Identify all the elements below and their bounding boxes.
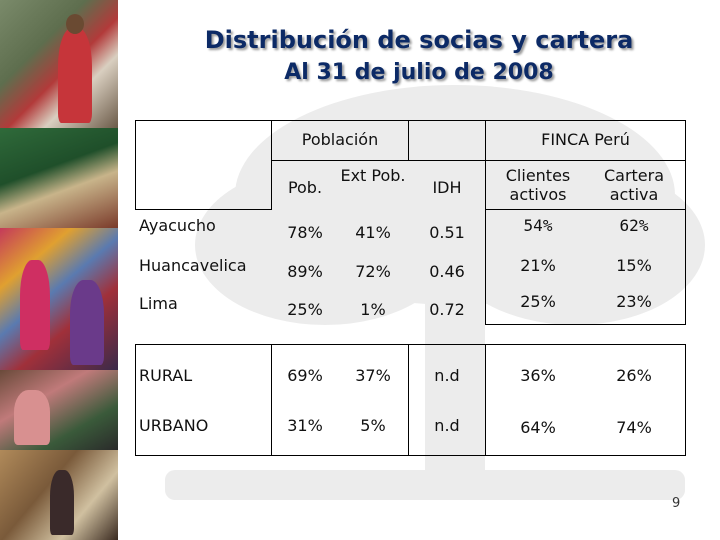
page-number: 9 [672, 496, 681, 511]
tree-watermark [165, 85, 705, 500]
figure-woman-red [58, 28, 92, 123]
cell-ayacucho-pob: 78% [287, 223, 323, 242]
cell-rural-idh: n.d [434, 366, 460, 385]
table-corner-cell [135, 120, 272, 210]
col-header-clientes: Clientes activos [505, 166, 571, 204]
cell-ayacucho-ext-pob: 41% [355, 223, 391, 242]
cell-huancavelica-ext-pob: 72% [355, 262, 391, 281]
figure-woman-purple [70, 280, 104, 365]
header-finca-peru: FINCA Perú [541, 130, 630, 149]
col-header-cartera: Cartera activa [603, 166, 665, 204]
cell-rural-cartera: 26% [616, 366, 652, 385]
cell-huancavelica-cartera: 15% [616, 256, 652, 275]
cell-urbano-idh: n.d [434, 416, 460, 435]
slide-subtitle: Al 31 de julio de 2008 [284, 60, 554, 85]
cell-lima-clientes: 25% [520, 292, 556, 311]
cell-ayacucho-clientes: 54% [523, 216, 553, 235]
photo-shop-counter [0, 128, 118, 228]
cell-ayacucho-cartera: 62% [619, 216, 649, 235]
row-label-ayacucho: Ayacucho [139, 216, 216, 235]
row-label-huancavelica: Huancavelica [139, 256, 247, 275]
cell-urbano-clientes: 64% [520, 418, 556, 437]
cell-lima-pob: 25% [287, 300, 323, 319]
cell-urbano-pob: 31% [287, 416, 323, 435]
photo-collage [0, 0, 118, 540]
cell-huancavelica-pob: 89% [287, 262, 323, 281]
figure-group [14, 390, 50, 445]
cell-urbano-cartera: 74% [616, 418, 652, 437]
cell-urbano-ext-pob: 5% [360, 416, 386, 435]
row-label-rural: RURAL [139, 366, 193, 385]
cell-rural-clientes: 36% [520, 366, 556, 385]
zone-poblacion-cell [271, 344, 409, 456]
figure-head [66, 14, 84, 34]
cell-lima-idh: 0.72 [429, 300, 465, 319]
figure-vendor-pink [20, 260, 50, 350]
cell-lima-ext-pob: 1% [360, 300, 386, 319]
zone-idh-cell [408, 344, 486, 456]
finca-departments-block [485, 209, 686, 325]
row-label-lima: Lima [139, 294, 178, 313]
col-header-idh: IDH [432, 178, 462, 197]
zone-finca-cell [485, 344, 686, 456]
col-header-ext-pob: Ext Pob. [340, 166, 406, 185]
cell-rural-ext-pob: 37% [355, 366, 391, 385]
figure-shopkeeper [50, 470, 74, 535]
row-label-urbano: URBANO [139, 416, 209, 435]
cell-ayacucho-idh: 0.51 [429, 223, 465, 242]
cell-huancavelica-clientes: 21% [520, 256, 556, 275]
col-header-pob: Pob. [287, 178, 323, 197]
cell-lima-cartera: 23% [616, 292, 652, 311]
slide-title: Distribución de socias y cartera [204, 26, 634, 54]
idh-group-cell [408, 120, 486, 161]
cell-rural-pob: 69% [287, 366, 323, 385]
cell-huancavelica-idh: 0.46 [429, 262, 465, 281]
header-poblacion: Población [301, 130, 379, 149]
